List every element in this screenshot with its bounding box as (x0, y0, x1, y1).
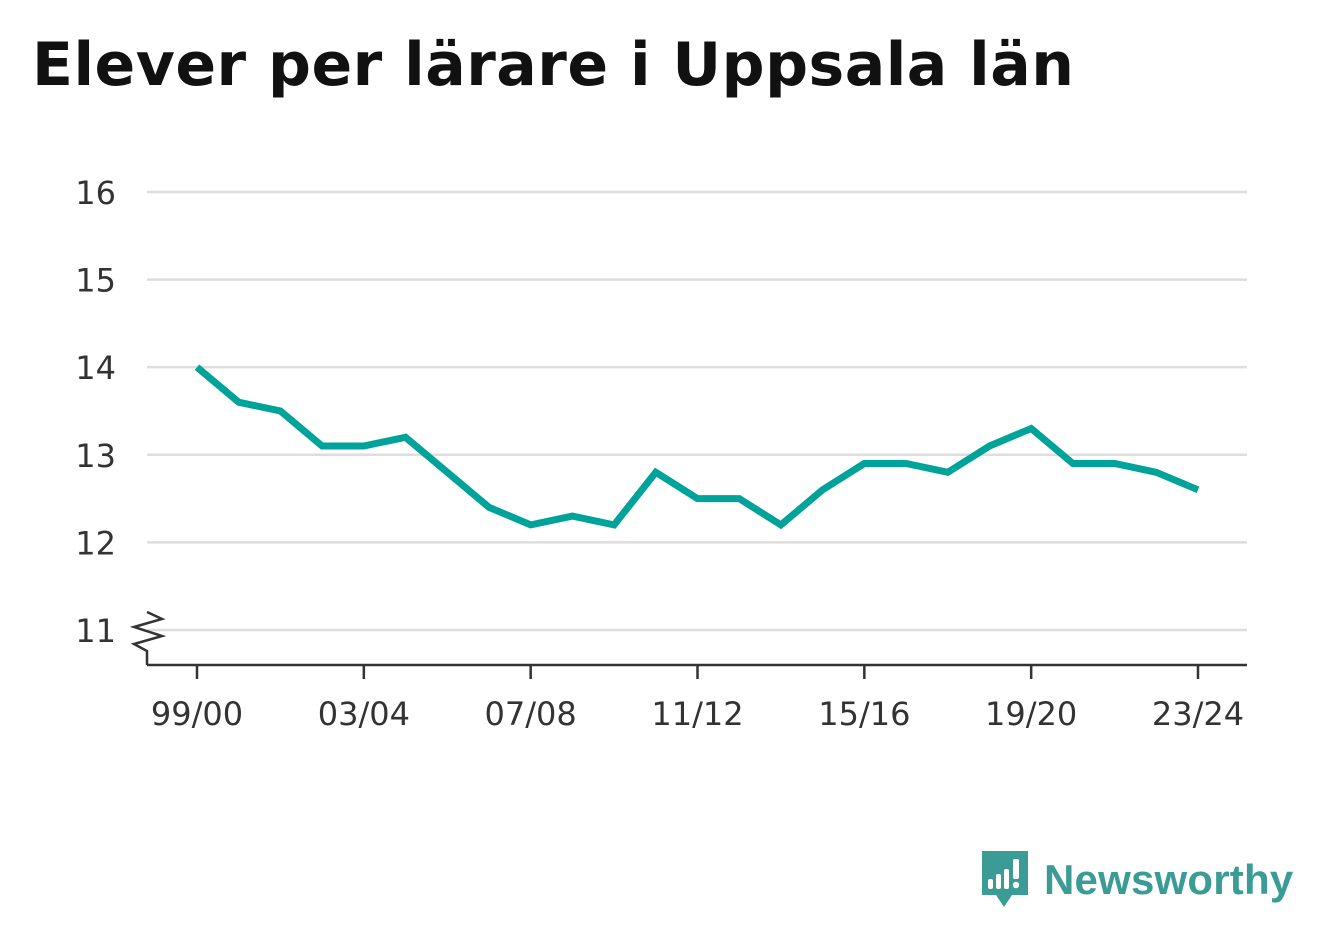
x-tick-label: 15/16 (818, 695, 910, 733)
y-axis-break (129, 610, 167, 665)
y-tick-label: 11 (75, 612, 116, 650)
y-tick-label: 12 (75, 524, 116, 562)
y-tick-label: 15 (75, 262, 116, 300)
y-tick-label: 13 (75, 437, 116, 475)
x-tick-label: 07/08 (485, 695, 577, 733)
x-tick-label: 99/00 (151, 695, 243, 733)
brand-logo: Newsworthy (980, 848, 1293, 912)
series-lines (194, 364, 1200, 530)
series-line (194, 364, 1200, 530)
brand-name: Newsworthy (1044, 856, 1294, 903)
x-axis: 99/00 03/04 07/08 11/12 15/16 19/20 23/24 (129, 610, 1247, 733)
y-axis-tick-labels: 11 12 13 14 15 16 (75, 174, 116, 650)
chart-title: Elever per lärare i Uppsala län (32, 30, 1075, 100)
gridlines (147, 190, 1247, 632)
x-tick-label: 03/04 (318, 695, 410, 733)
y-tick-label: 14 (75, 349, 116, 387)
x-tick-label: 23/24 (1152, 695, 1244, 733)
x-tick-label: 11/12 (651, 695, 743, 733)
newsworthy-logo-icon (982, 851, 1028, 907)
y-tick-label: 16 (75, 174, 116, 212)
x-tick-label: 19/20 (985, 695, 1077, 733)
